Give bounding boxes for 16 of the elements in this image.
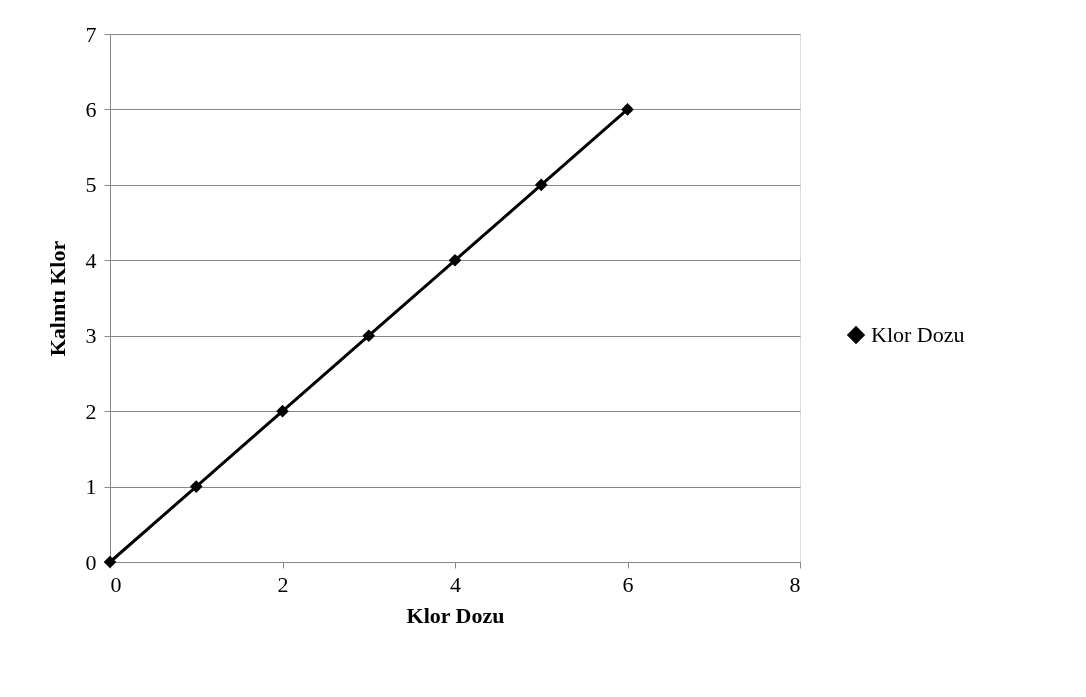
x-axis-title: Klor Dozu — [406, 602, 505, 628]
y-tick-label: 1 — [85, 474, 97, 500]
y-axis-title: Kalıntı Klor — [44, 240, 70, 357]
x-tick-label: 6 — [622, 571, 634, 597]
y-tick-label: 6 — [85, 96, 97, 122]
y-tick-label: 4 — [85, 247, 97, 273]
x-tick-label: 4 — [450, 571, 461, 597]
y-tick-label: 5 — [85, 172, 97, 198]
x-tick-label: 0 — [110, 571, 122, 597]
y-tick-label: 2 — [85, 398, 97, 424]
legend-label: Klor Dozu — [871, 322, 965, 347]
y-tick-label: 3 — [85, 323, 97, 349]
y-tick-label: 0 — [85, 549, 97, 575]
x-tick-label: 2 — [277, 571, 289, 597]
x-tick-label: 8 — [789, 571, 801, 597]
y-tick-label: 7 — [85, 21, 97, 47]
